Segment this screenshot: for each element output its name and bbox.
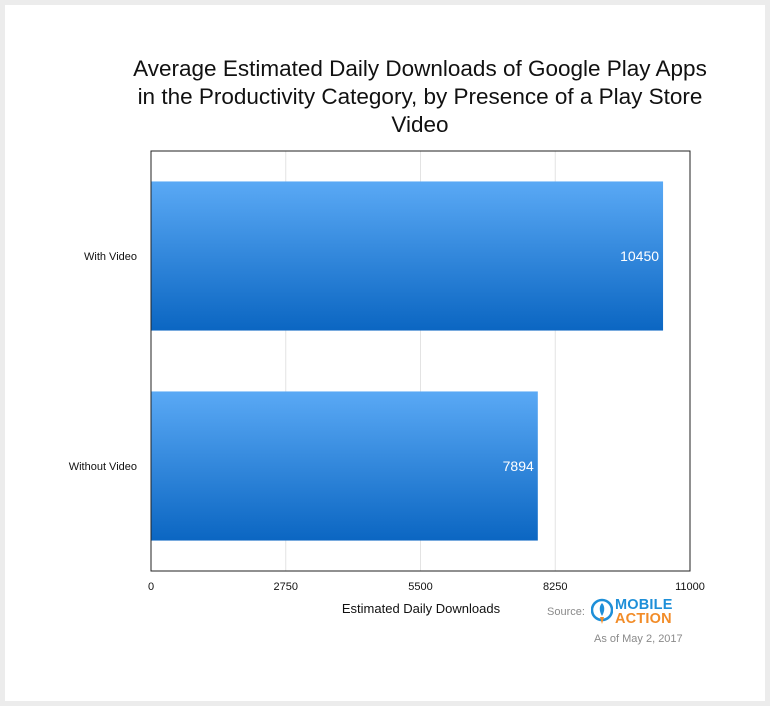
x-tick-labels: 0 2750 5500 8250 11000 [148,581,705,593]
brand-word-mobile: MOBILE [615,597,673,613]
source-label: Source: [547,606,585,618]
brand-logo: MOBILE ACTION [591,597,673,627]
category-label: With Video [84,251,137,263]
x-tick-label: 0 [148,581,154,593]
brand-word-action: ACTION [615,611,672,627]
bars: 10450 7894 [151,181,664,541]
x-axis-label: Estimated Daily Downloads [342,601,501,616]
rocket-logo-icon [591,598,613,624]
bar [151,391,538,541]
x-tick-label: 2750 [274,581,298,593]
x-tick-label: 8250 [543,581,567,593]
chart-title: Average Estimated Daily Downloads of Goo… [133,56,707,137]
x-tick-label: 5500 [408,581,432,593]
as-of-date: As of May 2, 2017 [594,633,683,645]
bar-value-label: 7894 [503,458,534,474]
bar [151,181,664,331]
bar-value-label: 10450 [620,248,659,264]
chart-card [5,5,765,701]
x-tick-label: 11000 [675,581,705,593]
category-labels: With Video Without Video [69,251,137,473]
category-label: Without Video [69,461,137,473]
plot-frame [150,150,691,572]
